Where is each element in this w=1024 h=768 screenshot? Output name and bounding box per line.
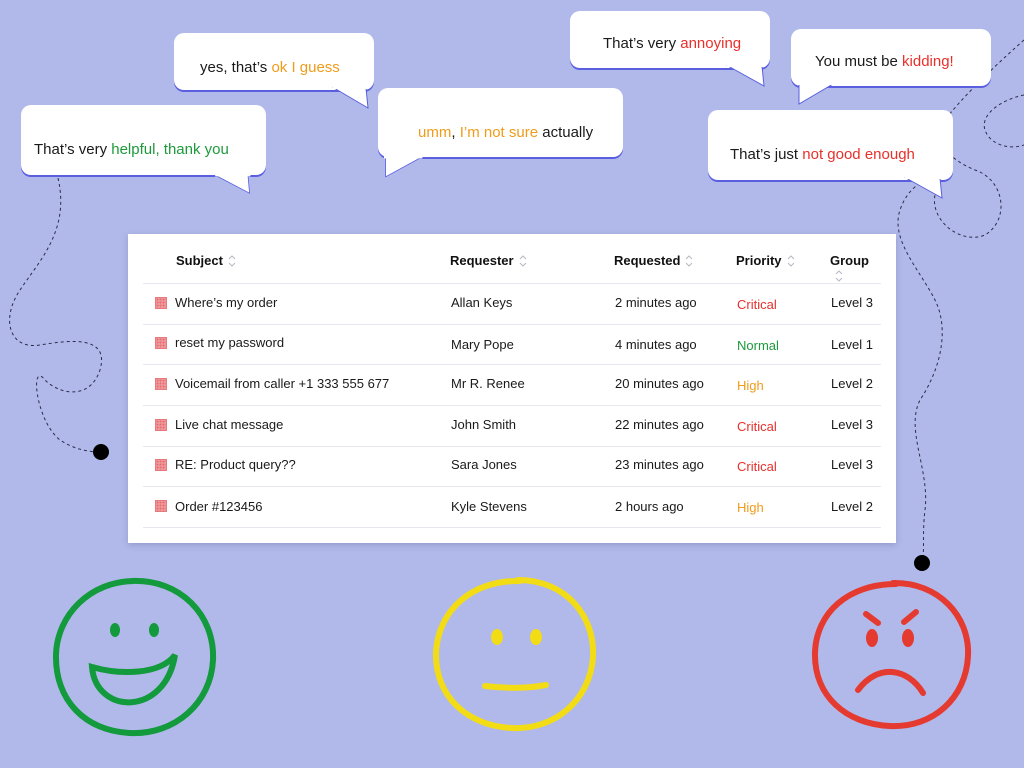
table-row[interactable]: Voicemail from caller +1 333 555 677 Mr … <box>143 365 881 406</box>
row-checkbox[interactable] <box>155 500 167 512</box>
cell-subject: Where’s my order <box>175 295 278 310</box>
speech-bubble-not-sure: umm, I’m not sure actually <box>378 88 623 178</box>
cell-requester: John Smith <box>451 417 517 432</box>
cell-priority: Critical <box>737 459 777 474</box>
neutral-face-icon <box>432 577 597 732</box>
cell-requester: Mr R. Renee <box>451 376 525 391</box>
sort-icon[interactable] <box>227 254 237 268</box>
bubble-tail <box>215 174 251 194</box>
bubble-tail <box>726 64 765 87</box>
bubble-text-plain: That’s very <box>603 35 681 52</box>
happy-face-icon <box>52 577 217 737</box>
cell-subject: reset my password <box>175 335 285 350</box>
ticket-table: Subject Requester Requested Priority Gro… <box>128 234 896 543</box>
speech-bubble-ok-guess: yes, that’s ok I guess <box>174 33 374 109</box>
row-checkbox[interactable] <box>155 378 167 390</box>
cell-subject: Order #123456 <box>175 499 263 514</box>
cell-requested: 23 minutes ago <box>615 457 704 472</box>
column-header-requester[interactable]: Requester <box>450 253 528 268</box>
table-header: Subject Requester Requested Priority Gro… <box>143 234 881 284</box>
cell-priority: High <box>737 378 764 393</box>
bubble-text-accent: not good enough <box>802 146 915 163</box>
bubble-text-accent: annoying <box>680 35 742 52</box>
cell-group: Level 3 <box>831 417 873 432</box>
bubble-tail <box>384 156 423 178</box>
cell-priority: High <box>737 500 764 515</box>
row-checkbox[interactable] <box>155 297 167 309</box>
column-header-requested[interactable]: Requested <box>614 253 694 268</box>
row-checkbox[interactable] <box>155 337 167 349</box>
table-row[interactable]: Order #123456 Kyle Stevens 2 hours ago H… <box>143 487 881 528</box>
sort-icon[interactable] <box>786 254 796 268</box>
speech-bubble-kidding: You must be kidding! <box>791 29 991 105</box>
bubble-text-plain: You must be <box>815 53 903 70</box>
bubble-text-accent: ok I guess <box>271 59 340 76</box>
cell-priority: Critical <box>737 419 777 434</box>
bubble-text-plain: actually <box>538 124 594 141</box>
speech-bubble-helpful: That’s very helpful, thank you <box>21 105 266 194</box>
row-checkbox[interactable] <box>155 419 167 431</box>
table-row[interactable]: Live chat message John Smith 22 minutes … <box>143 406 881 447</box>
bubble-text-plain: yes, that’s <box>200 59 272 76</box>
cell-requested: 20 minutes ago <box>615 376 704 391</box>
cell-requester: Mary Pope <box>451 337 514 352</box>
table-row[interactable]: Where’s my order Allan Keys 2 minutes ag… <box>143 284 881 325</box>
bubble-text-accent-2: I’m not sure <box>459 124 539 141</box>
bubble-text-accent: kidding! <box>902 53 954 70</box>
bubble-text-separator: , <box>451 124 460 141</box>
cell-group: Level 2 <box>831 499 873 514</box>
endpoint-dot <box>93 444 109 460</box>
column-header-priority[interactable]: Priority <box>736 253 796 268</box>
bubble-text-accent: umm <box>418 124 452 141</box>
table-row[interactable]: reset my password Mary Pope 4 minutes ag… <box>143 324 881 365</box>
cell-requester: Allan Keys <box>451 295 513 310</box>
cell-requester: Kyle Stevens <box>451 499 527 514</box>
bubble-text-plain: That’s just <box>730 146 803 163</box>
cell-priority: Normal <box>737 338 779 353</box>
cell-requester: Sara Jones <box>451 457 517 472</box>
bubble-tail <box>797 82 835 105</box>
cell-subject: Live chat message <box>175 417 284 432</box>
cell-subject: RE: Product query?? <box>175 457 296 472</box>
bubble-text-accent: helpful, thank you <box>111 141 229 158</box>
column-header-group[interactable]: Group <box>830 253 881 283</box>
cell-requested: 2 hours ago <box>615 499 684 514</box>
cell-group: Level 2 <box>831 376 873 391</box>
sort-icon[interactable] <box>684 254 694 268</box>
bubble-tail <box>332 86 369 109</box>
cell-requested: 4 minutes ago <box>615 337 697 352</box>
cell-group: Level 3 <box>831 457 873 472</box>
column-header-subject[interactable]: Subject <box>176 253 237 268</box>
cell-subject: Voicemail from caller +1 333 555 677 <box>175 376 390 391</box>
sort-icon[interactable] <box>834 269 844 283</box>
cell-priority: Critical <box>737 297 777 312</box>
table-row[interactable]: RE: Product query?? Sara Jones 23 minute… <box>143 446 881 487</box>
angry-face-icon <box>811 579 972 730</box>
bubble-tail <box>904 176 943 199</box>
cell-requested: 22 minutes ago <box>615 417 704 432</box>
sort-icon[interactable] <box>518 254 528 268</box>
cell-group: Level 1 <box>831 337 873 352</box>
speech-bubble-annoying: That’s very annoying <box>570 11 770 87</box>
endpoint-dot <box>914 555 930 571</box>
cell-requested: 2 minutes ago <box>615 295 697 310</box>
cell-group: Level 3 <box>831 295 873 310</box>
row-checkbox[interactable] <box>155 459 167 471</box>
bubble-text-plain: That’s very <box>34 141 112 158</box>
speech-bubble-not-good-enough: That’s just not good enough <box>708 110 953 199</box>
